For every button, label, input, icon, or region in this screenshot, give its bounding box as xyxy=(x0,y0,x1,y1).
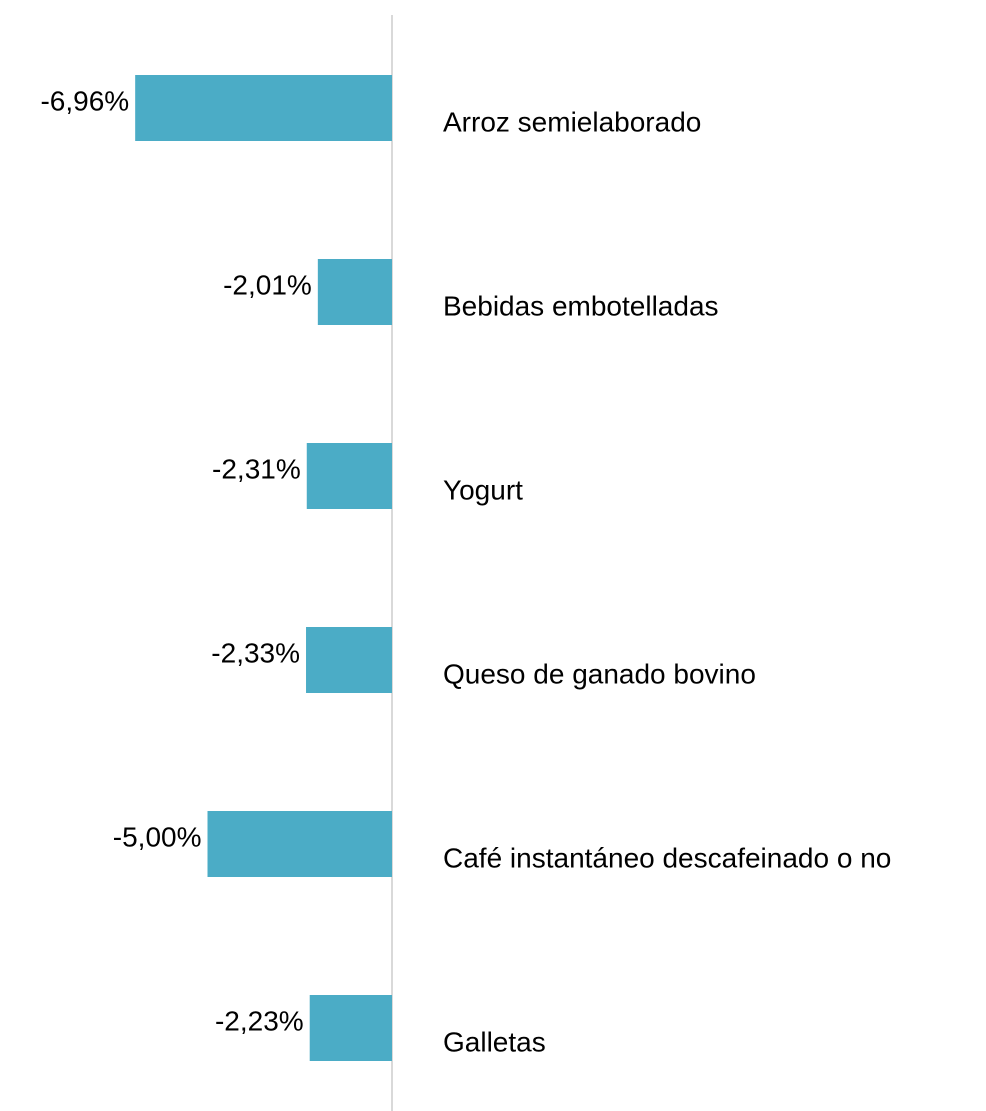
category-label: Café instantáneo descafeinado o no xyxy=(443,842,891,873)
value-label: -2,23% xyxy=(215,1005,304,1036)
category-label: Queso de ganado bovino xyxy=(443,658,756,689)
bar xyxy=(317,259,392,325)
category-label: Bebidas embotelladas xyxy=(443,290,719,321)
value-label: -2,01% xyxy=(223,269,312,300)
bar xyxy=(306,443,392,509)
bar xyxy=(309,995,392,1061)
bar xyxy=(135,75,392,141)
value-label: -6,96% xyxy=(40,85,129,116)
category-label: Arroz semielaborado xyxy=(443,106,701,137)
bar xyxy=(306,627,392,693)
value-label: -2,33% xyxy=(211,637,300,668)
bar xyxy=(207,811,392,877)
value-label: -2,31% xyxy=(212,453,301,484)
category-label: Galletas xyxy=(443,1026,546,1057)
category-label: Yogurt xyxy=(443,474,523,505)
value-label: -5,00% xyxy=(113,821,202,852)
